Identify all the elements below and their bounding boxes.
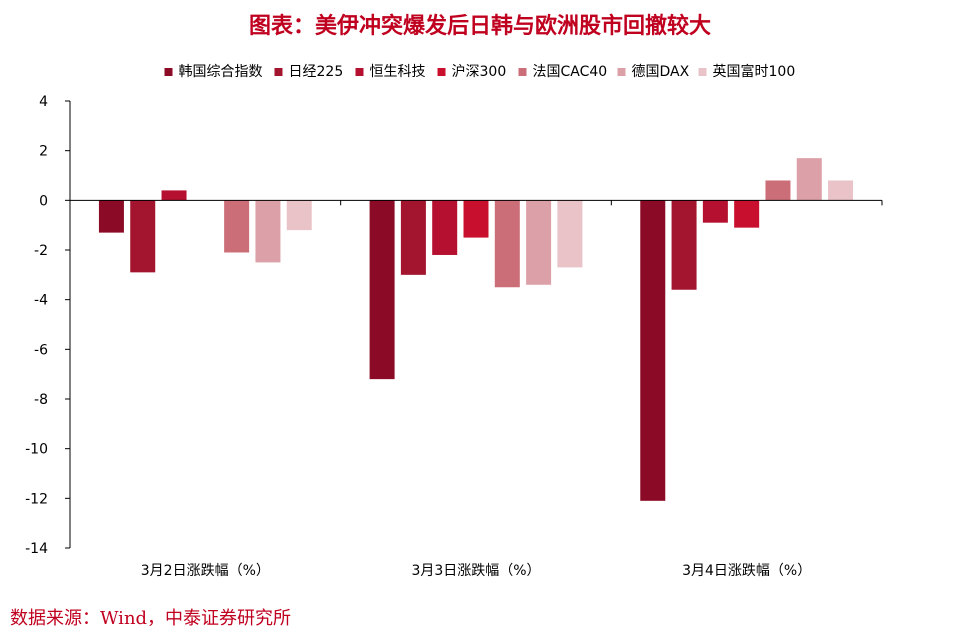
bar xyxy=(286,200,312,231)
bar xyxy=(161,190,187,201)
bar xyxy=(130,200,156,273)
y-tick-label: -2 xyxy=(34,243,48,259)
y-tick-label: -10 xyxy=(25,442,48,458)
category-label: 3月3日涨跌幅（%） xyxy=(411,563,540,579)
bar xyxy=(526,200,552,285)
bar xyxy=(671,200,697,290)
legend-swatch xyxy=(274,68,283,76)
y-tick-label: 0 xyxy=(39,193,48,209)
bar xyxy=(640,200,666,501)
source-note: 数据来源：Wind，中泰证券研究所 xyxy=(10,608,292,629)
bar xyxy=(255,200,281,263)
chart-title: 图表：美伊冲突爆发后日韩与欧洲股市回撤较大 xyxy=(248,13,711,39)
legend-label: 法国CAC40 xyxy=(533,64,608,80)
legend-swatch xyxy=(518,68,527,76)
category-label: 3月2日涨跌幅（%） xyxy=(141,563,270,579)
bar xyxy=(702,200,728,223)
bars xyxy=(98,158,854,501)
bar xyxy=(463,200,489,238)
legend-swatch xyxy=(355,68,364,76)
bar xyxy=(734,200,760,228)
y-tick-label: -8 xyxy=(34,392,48,408)
legend-swatch xyxy=(164,68,173,76)
legend-label: 韩国综合指数 xyxy=(179,64,263,80)
legend-swatch xyxy=(617,68,626,76)
bar xyxy=(224,200,250,253)
legend-label: 日经225 xyxy=(289,64,344,80)
legend-label: 恒生科技 xyxy=(370,64,426,80)
y-tick-label: 2 xyxy=(39,144,48,160)
bar xyxy=(765,180,791,201)
y-tick-label: -12 xyxy=(25,491,48,507)
legend-swatch xyxy=(437,68,446,76)
legend-swatch xyxy=(698,68,707,76)
x-axis: 3月2日涨跌幅（%） 3月3日涨跌幅（%） 3月4日涨跌幅（%） xyxy=(70,199,883,579)
y-tick-label: -14 xyxy=(25,541,48,557)
bar xyxy=(828,180,854,201)
category-label: 3月4日涨跌幅（%） xyxy=(682,563,811,579)
legend-label: 德国DAX xyxy=(632,64,690,80)
bar xyxy=(557,200,583,268)
bar xyxy=(98,200,124,233)
y-tick-label: -6 xyxy=(34,342,48,358)
y-tick-label: -4 xyxy=(34,293,48,309)
bar xyxy=(369,200,395,380)
bar xyxy=(494,200,520,288)
y-tick-label: 4 xyxy=(39,94,48,110)
bar xyxy=(400,200,426,275)
y-axis: 4 2 0 -2 -4 -6 -8 -10 -12 -14 xyxy=(25,94,71,557)
legend-label: 沪深300 xyxy=(452,64,507,80)
bar xyxy=(796,158,822,201)
bar xyxy=(432,200,458,255)
legend-label: 英国富时100 xyxy=(713,63,796,80)
legend: 韩国综合指数 日经225 恒生科技 沪深300 法国CAC40 德国DAX 英国富时100 xyxy=(164,63,796,80)
